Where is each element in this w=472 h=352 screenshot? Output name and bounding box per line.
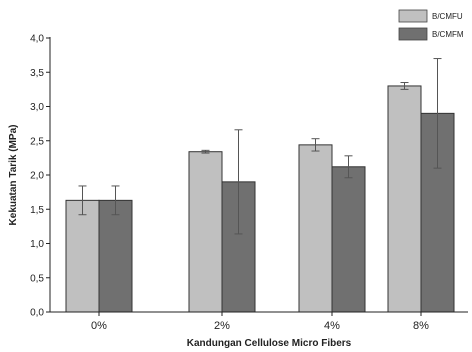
x-tick-label: 2% (214, 320, 230, 332)
y-tick-label: 3,0 (30, 102, 44, 113)
y-tick-label: 1,5 (30, 205, 44, 216)
legend-label-b-cmfm: B/CMFM (432, 30, 464, 39)
bar-b-cmfm-0pct (98, 199, 133, 313)
bar-b-cmfu-0pct (65, 199, 100, 313)
x-tick-label: 8% (413, 320, 429, 332)
legend-swatch-b-cmfm (398, 27, 428, 41)
y-tick-label: 1,0 (30, 239, 44, 250)
bar-b-cmfu-4pct (298, 144, 333, 313)
bar-series (65, 85, 455, 313)
y-tick-label: 2,5 (30, 136, 44, 147)
y-tick-label: 0,0 (30, 308, 44, 319)
legend-swatch-b-cmfu (398, 9, 428, 23)
legend: B/CMFU B/CMFM (394, 4, 472, 44)
x-tick-label: 0% (91, 320, 107, 332)
y-tick-label: 3,5 (30, 68, 44, 79)
y-axis-ticks: 0,0 0,5 1,0 1,5 2,0 2,5 3,0 3,5 4,0 (30, 34, 50, 319)
x-axis-ticks: 0% 2% 4% 8% (91, 312, 429, 332)
y-axis-title: Kekuatan Tarik (MPa) (8, 125, 19, 226)
error-bars (78, 58, 442, 235)
bar-b-cmfu-8pct (387, 85, 422, 313)
y-tick-label: 4,0 (30, 34, 44, 45)
x-axis-title: Kandungan Cellulose Micro Fibers (187, 338, 352, 349)
x-tick-label: 4% (324, 320, 340, 332)
y-tick-label: 0,5 (30, 273, 44, 284)
bar-b-cmfu-2pct (188, 151, 223, 313)
y-tick-label: 2,0 (30, 171, 44, 182)
bar-b-cmfm-4pct (331, 166, 366, 313)
legend-label-b-cmfu: B/CMFU (432, 12, 463, 21)
